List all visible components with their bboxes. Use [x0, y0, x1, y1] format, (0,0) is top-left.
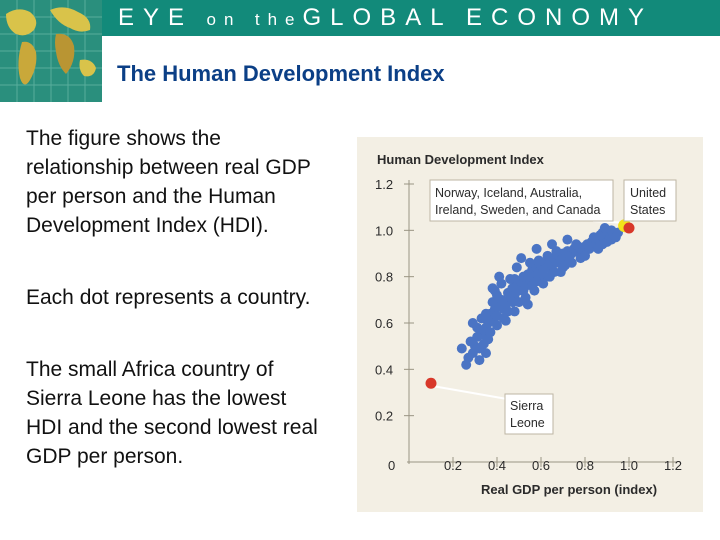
sierra-leone-point: [425, 377, 437, 389]
banner-word-the: the: [254, 10, 303, 29]
x-tick-label: 0.8: [576, 458, 594, 473]
country-point: [500, 315, 511, 326]
sierra-leone-callout-box: [504, 393, 554, 435]
body-paragraph-sierra-leone: The small Africa country of Sierra Leone…: [26, 358, 318, 468]
banner-word-on: on: [206, 10, 242, 29]
x-axis-label: Real GDP per person (index): [481, 482, 657, 497]
hdi-scatter-chart: Human Development Index 0.2 0.4 0.6 0.8 1.0 1…: [375, 152, 682, 497]
country-point: [562, 234, 573, 245]
country-point: [542, 250, 553, 261]
x-axis-ticks: 0 0.2 0.4 0.6 0.8 1.0 1.2: [388, 457, 682, 473]
globe-map-icon: [0, 0, 102, 102]
x-tick-label: 1.2: [664, 458, 682, 473]
country-point: [533, 255, 544, 266]
country-point: [485, 327, 496, 338]
country-point: [531, 243, 542, 254]
country-point: [467, 318, 478, 328]
country-point: [487, 283, 498, 294]
y-axis-ticks: 0.2 0.4 0.6 0.8 1.0 1.2: [375, 177, 414, 424]
banner-word-economy: ECONOMY: [466, 4, 654, 31]
slide-title: The Human Development Index: [117, 61, 445, 86]
body-paragraph-figure-description: The figure shows the relationship betwee…: [26, 127, 311, 237]
origin-label: 0: [388, 458, 395, 473]
banner-title: EYE on theGLOBAL ECONOMY: [118, 3, 653, 33]
us-callout-line1: United: [630, 186, 666, 200]
y-tick-label: 1.0: [375, 223, 393, 238]
annotation-callouts: Norway, Iceland, Australia, Ireland, Swe…: [429, 179, 677, 435]
country-point: [505, 273, 516, 284]
country-point: [571, 239, 582, 250]
country-point: [529, 285, 540, 296]
sierra-leone-callout-line1: Sierra: [510, 399, 543, 413]
us-callout: United States: [623, 179, 677, 222]
nordic-callout-line2: Ireland, Sweden, and Canada: [435, 203, 600, 217]
country-point: [474, 355, 485, 366]
sierra-leone-callout-line2: Leone: [510, 416, 545, 430]
data-points: [425, 219, 635, 389]
x-tick-label: 0.4: [488, 458, 506, 473]
country-point: [509, 306, 520, 317]
country-point: [593, 243, 604, 254]
body-paragraph-dot-meaning: Each dot represents a country.: [26, 286, 311, 309]
country-point: [544, 271, 555, 282]
country-point: [599, 223, 610, 234]
united-states-point: [623, 222, 635, 234]
y-tick-label: 0.4: [375, 362, 393, 377]
country-point: [525, 257, 535, 268]
y-tick-label: 0.2: [375, 409, 393, 424]
country-point: [555, 267, 566, 278]
chart-title: Human Development Index: [377, 152, 545, 167]
header-banner: [0, 0, 720, 36]
us-callout-box: [623, 179, 677, 222]
country-point: [522, 299, 533, 310]
country-point: [461, 359, 472, 370]
country-point: [610, 232, 621, 243]
x-tick-label: 0.6: [532, 458, 550, 473]
x-tick-label: 0.2: [444, 458, 462, 473]
nordic-callout-line1: Norway, Iceland, Australia,: [435, 186, 582, 200]
country-point: [456, 343, 467, 354]
country-point: [547, 239, 557, 250]
country-point: [481, 348, 491, 359]
banner-word-global: GLOBAL: [302, 4, 453, 31]
sierra-leone-leader-line: [433, 385, 508, 400]
nordic-callout-box: [429, 179, 614, 222]
y-tick-label: 0.8: [375, 270, 393, 285]
chart-axes: [407, 180, 677, 464]
y-tick-label: 1.2: [375, 177, 393, 192]
country-point: [564, 255, 575, 266]
country-point: [511, 262, 522, 273]
country-point: [481, 308, 491, 319]
country-point: [580, 250, 590, 261]
sierra-leone-callout: Sierra Leone: [504, 393, 554, 435]
y-tick-label: 0.6: [375, 316, 393, 331]
x-tick-label: 1.0: [620, 458, 638, 473]
nordic-callout: Norway, Iceland, Australia, Ireland, Swe…: [429, 179, 614, 222]
country-point: [494, 271, 505, 282]
country-point: [492, 320, 502, 331]
hdi-chart-panel: Human Development Index 0.2 0.4 0.6 0.8 1.0 1…: [357, 137, 703, 512]
country-point: [516, 253, 527, 264]
country-point: [538, 278, 549, 289]
us-callout-line2: States: [630, 203, 665, 217]
banner-word-eye: EYE: [118, 4, 194, 31]
